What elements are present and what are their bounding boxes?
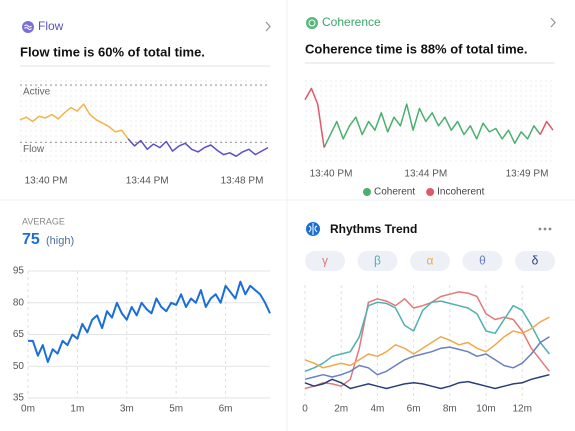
y-tick-label: 50 <box>13 361 25 372</box>
band-label[interactable]: δ <box>532 254 539 268</box>
y-tick-label: Active <box>23 87 51 98</box>
x-tick-label: 1m <box>70 404 84 415</box>
band-button[interactable] <box>357 251 398 271</box>
band-button[interactable] <box>515 251 555 271</box>
series-line <box>304 87 554 148</box>
chevron[interactable] <box>265 21 271 32</box>
series-line <box>28 280 271 363</box>
legend-swatch <box>363 188 371 196</box>
series-line <box>323 103 541 148</box>
card-subtitle: Flow time is 60% of total time. <box>20 44 205 59</box>
rhythms-icon-glyph <box>308 223 318 235</box>
x-tick-label: 0m <box>21 404 35 415</box>
band-button[interactable] <box>305 251 345 271</box>
y-tick-label: 80 <box>13 297 25 308</box>
series-line <box>304 316 550 369</box>
x-tick-label: 8m <box>443 404 457 415</box>
card-subtitle: Coherence time is 88% of total time. <box>305 41 528 56</box>
legend-label: Coherent <box>374 187 415 198</box>
x-tick-label: 13:48 PM <box>221 176 264 187</box>
x-tick-label: 10m <box>476 404 495 415</box>
series-line <box>127 138 269 158</box>
card-title: Flow <box>38 19 64 33</box>
x-tick-label: 13:44 PM <box>404 169 447 180</box>
more-menu[interactable] <box>538 227 552 231</box>
x-tick-label: 0 <box>302 404 308 415</box>
band-button[interactable] <box>462 251 503 271</box>
x-tick-label: 6m <box>407 404 421 415</box>
band-label[interactable]: β <box>374 254 381 268</box>
x-tick-label: 13:44 PM <box>126 176 169 187</box>
x-tick-label: 3m <box>120 404 134 415</box>
card-title: Coherence <box>322 15 381 29</box>
coherence-icon-glyph <box>308 19 316 27</box>
average-label: AVERAGE <box>22 216 65 226</box>
legend-label: Incoherent <box>437 187 484 198</box>
flow-icon <box>22 21 34 33</box>
legend-swatch <box>426 188 435 196</box>
flow-icon-glyph <box>24 24 32 30</box>
average-value: 75 <box>22 231 40 248</box>
series-line <box>304 300 550 373</box>
y-tick-label: Flow <box>23 144 45 155</box>
band-label[interactable]: α <box>427 254 434 268</box>
coherence-icon <box>306 17 318 29</box>
plot-background <box>305 78 553 165</box>
band-label[interactable]: γ <box>322 254 328 268</box>
y-tick-label: 35 <box>13 393 25 404</box>
series-line <box>19 103 129 140</box>
x-tick-label: 13:40 PM <box>25 176 68 187</box>
x-tick-label: 2m <box>334 404 348 415</box>
plot-background <box>20 78 268 165</box>
x-tick-label: 12m <box>512 404 531 415</box>
series-line <box>304 373 550 390</box>
chevron[interactable] <box>550 17 556 28</box>
series-line <box>304 291 550 390</box>
average-note: (high) <box>46 235 74 247</box>
card-title: Rhythms Trend <box>330 222 417 236</box>
series-line <box>304 336 550 381</box>
x-tick-label: 5m <box>169 404 183 415</box>
x-tick-label: 13:49 PM <box>506 169 549 180</box>
y-tick-label: 65 <box>13 329 25 340</box>
x-tick-label: 13:40 PM <box>310 169 353 180</box>
band-button[interactable] <box>410 251 450 271</box>
band-label[interactable]: θ <box>479 254 486 268</box>
x-tick-label: 4m <box>370 404 384 415</box>
x-tick-label: 6m <box>219 404 233 415</box>
y-tick-label: 95 <box>13 266 25 277</box>
